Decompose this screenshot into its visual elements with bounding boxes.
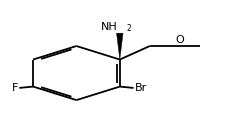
Polygon shape xyxy=(116,33,122,59)
Text: F: F xyxy=(12,83,18,92)
Text: NH: NH xyxy=(100,22,117,32)
Text: Br: Br xyxy=(134,83,146,92)
Text: 2: 2 xyxy=(125,24,130,33)
Text: O: O xyxy=(175,35,183,45)
